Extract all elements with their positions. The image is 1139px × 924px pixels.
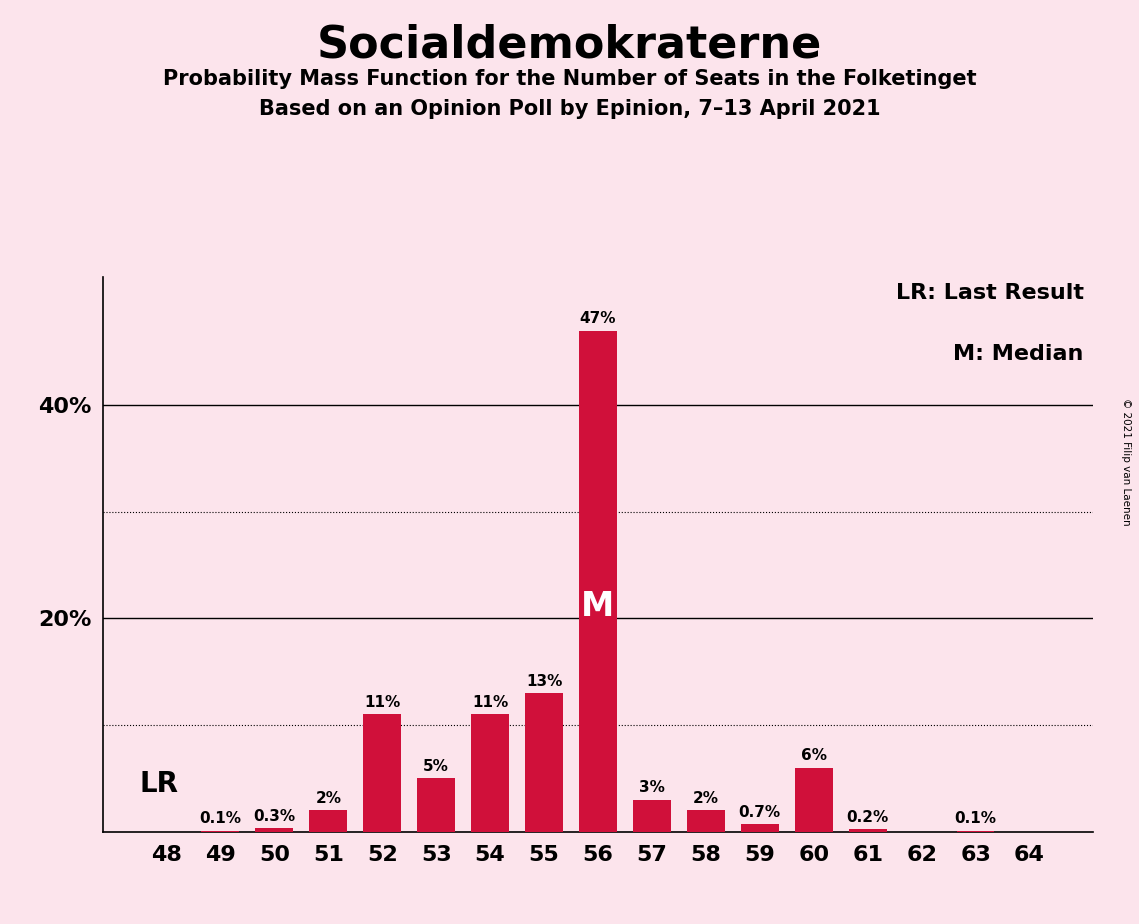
Bar (363, 714, 401, 832)
Bar (795, 768, 833, 832)
Text: 5%: 5% (424, 759, 449, 774)
Text: Based on an Opinion Poll by Epinion, 7–13 April 2021: Based on an Opinion Poll by Epinion, 7–1… (259, 99, 880, 119)
Bar (472, 714, 509, 832)
Text: 11%: 11% (472, 695, 508, 710)
Text: 3%: 3% (639, 781, 665, 796)
Bar (579, 331, 617, 832)
Text: M: M (581, 590, 615, 623)
Text: 6%: 6% (801, 748, 827, 763)
Text: LR: Last Result: LR: Last Result (895, 283, 1083, 303)
Text: 0.1%: 0.1% (199, 811, 241, 826)
Bar (310, 810, 347, 832)
Text: Probability Mass Function for the Number of Seats in the Folketinget: Probability Mass Function for the Number… (163, 69, 976, 90)
Bar (202, 831, 239, 832)
Text: 0.1%: 0.1% (954, 811, 997, 826)
Bar (741, 824, 779, 832)
Text: Socialdemokraterne: Socialdemokraterne (317, 23, 822, 67)
Text: LR: LR (139, 770, 179, 797)
Text: 0.2%: 0.2% (846, 810, 888, 825)
Text: 2%: 2% (316, 791, 342, 806)
Bar (633, 799, 671, 832)
Bar (417, 778, 454, 832)
Bar (687, 810, 724, 832)
Text: 0.3%: 0.3% (253, 809, 295, 824)
Text: 2%: 2% (693, 791, 719, 806)
Bar (957, 831, 994, 832)
Text: 11%: 11% (364, 695, 400, 710)
Text: © 2021 Filip van Laenen: © 2021 Filip van Laenen (1121, 398, 1131, 526)
Text: 0.7%: 0.7% (739, 805, 781, 820)
Text: M: Median: M: Median (953, 344, 1083, 364)
Text: 13%: 13% (526, 674, 563, 688)
Bar (849, 830, 886, 832)
Text: 47%: 47% (580, 311, 616, 326)
Bar (255, 829, 293, 832)
Bar (525, 693, 563, 832)
